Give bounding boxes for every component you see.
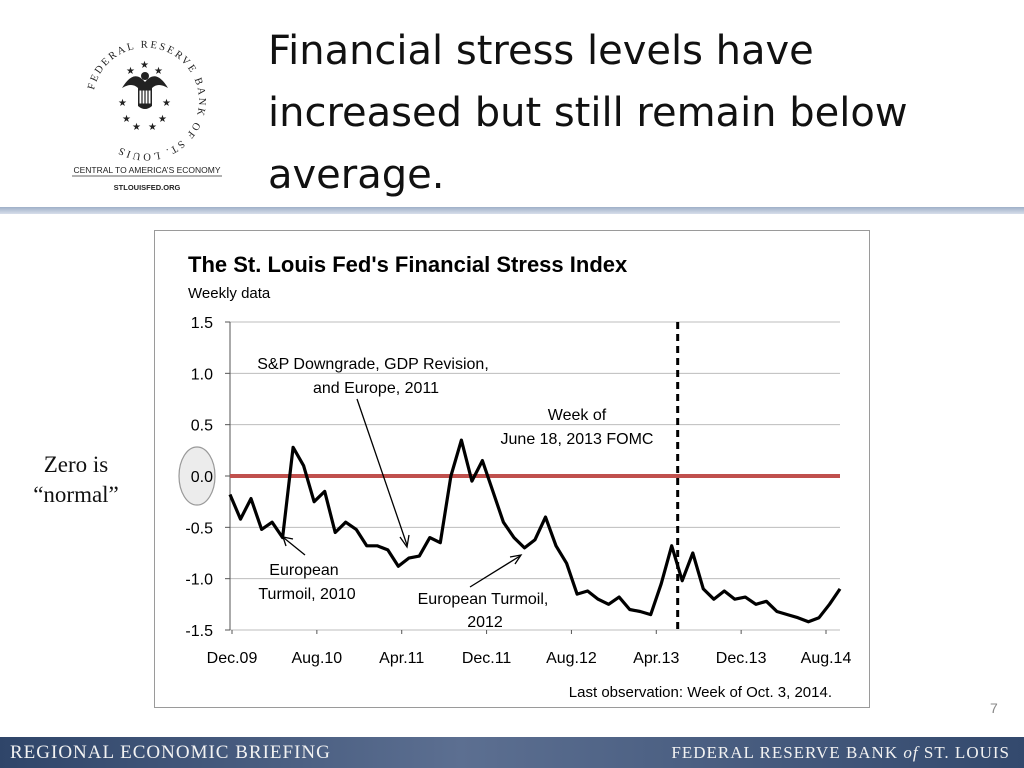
x-tick-label: Apr.13 — [633, 650, 679, 667]
annotation-sp-arrow — [356, 398, 408, 546]
event-label-line1: Week of — [548, 407, 607, 424]
eagle-icon — [122, 72, 168, 109]
fed-logo: FEDERAL RESERVE BANK OF ST. LOUIS ★ ★ ★ ★ … — [62, 28, 232, 198]
annotation-sp-line1: S&P Downgrade, GDP Revision, — [257, 356, 489, 373]
x-tick-label: Dec.09 — [207, 650, 258, 667]
fed-seal-icon: FEDERAL RESERVE BANK OF ST. LOUIS ★ ★ ★ ★ … — [72, 40, 222, 192]
x-tick-label: Dec.13 — [716, 650, 767, 667]
star-icons: ★ ★ ★ ★ ★ ★ ★★ ★ — [118, 60, 171, 133]
svg-text:★: ★ — [132, 122, 141, 133]
annotation-sp-arrowhead — [399, 534, 410, 549]
title-line: increased but still remain below — [268, 90, 908, 136]
x-tick-label: Aug.12 — [546, 650, 597, 667]
footer-right-part2: ST. LOUIS — [918, 743, 1010, 762]
annotation-eu2012-arrowhead — [509, 554, 523, 565]
y-tick-label: 0.5 — [191, 418, 213, 435]
slide-number: 7 — [990, 700, 998, 716]
annotation-eu2012-arrow — [469, 555, 521, 588]
chart-frame — [154, 230, 870, 708]
chart-note: Last observation: Week of Oct. 3, 2014. — [569, 684, 832, 701]
side-note-line: “normal” — [33, 482, 119, 507]
footer-right-of: of — [903, 743, 919, 762]
x-tick-label: Aug.14 — [801, 650, 852, 667]
chart-subtitle: Weekly data — [188, 285, 271, 302]
annotation-eu2010-line1: European — [269, 562, 338, 579]
footer-right-part1: FEDERAL RESERVE BANK — [671, 743, 904, 762]
svg-text:★: ★ — [126, 66, 135, 77]
svg-text:★: ★ — [122, 114, 131, 125]
y-tick-label: -0.5 — [185, 520, 213, 537]
svg-text:★: ★ — [154, 66, 163, 77]
footer-left-text: REGIONAL ECONOMIC BRIEFING — [10, 742, 331, 763]
event-label-line2: June 18, 2013 FOMC — [501, 431, 654, 448]
x-axis-ticks — [231, 630, 827, 634]
y-tick-label: 1.5 — [191, 315, 213, 332]
annotation-eu2010-line2: Turmoil, 2010 — [258, 586, 355, 603]
annotation-sp-line2: and Europe, 2011 — [313, 380, 439, 397]
logo-tagline: CENTRAL TO AMERICA’S ECONOMY — [73, 165, 220, 175]
title-line: Financial stress levels have — [268, 28, 814, 74]
y-tick-label: 0.0 — [191, 469, 213, 486]
chart-title: The St. Louis Fed's Financial Stress Ind… — [188, 252, 628, 277]
svg-text:★: ★ — [118, 98, 127, 109]
y-tick-label: -1.5 — [185, 623, 213, 640]
slide-title: Financial stress levels have increased b… — [268, 20, 968, 206]
svg-text:★: ★ — [140, 60, 149, 71]
annotation-eu2010-arrowhead — [282, 536, 294, 547]
x-tick-labels: Dec.09 Aug.10 Apr.11 Dec.11 Aug.12 Apr.13 Dec.… — [207, 650, 852, 667]
y-tick-label: -1.0 — [185, 572, 213, 589]
annotation-eu2012-line1: European Turmoil, — [418, 591, 549, 608]
x-tick-label: Apr.11 — [379, 650, 424, 667]
footer-right-text: FEDERAL RESERVE BANK of ST. LOUIS — [671, 743, 1010, 763]
svg-text:★: ★ — [148, 122, 157, 133]
y-tick-label: 1.0 — [191, 366, 213, 383]
zero-highlight-oval — [178, 446, 216, 506]
zero-normal-note: Zero is “normal” — [14, 450, 138, 510]
side-note-line: Zero is — [43, 452, 109, 477]
series-line — [228, 438, 842, 624]
annotation-eu2010-arrow — [283, 537, 306, 556]
x-tick-label: Dec.11 — [462, 650, 512, 667]
x-tick-label: Aug.10 — [291, 650, 342, 667]
svg-text:★: ★ — [162, 98, 171, 109]
annotation-eu2012-line2: 2012 — [467, 614, 503, 631]
logo-url: STLOUISFED.ORG — [114, 183, 181, 192]
y-tick-labels: 1.5 1.0 0.5 0.0 -0.5 -1.0 -1.5 — [185, 315, 213, 640]
footer-bar: REGIONAL ECONOMIC BRIEFING FEDERAL RESER… — [0, 737, 1024, 768]
y-axis-ticks — [225, 321, 230, 631]
title-line: average. — [268, 152, 445, 198]
svg-text:★: ★ — [158, 114, 167, 125]
header-divider — [0, 207, 1024, 214]
